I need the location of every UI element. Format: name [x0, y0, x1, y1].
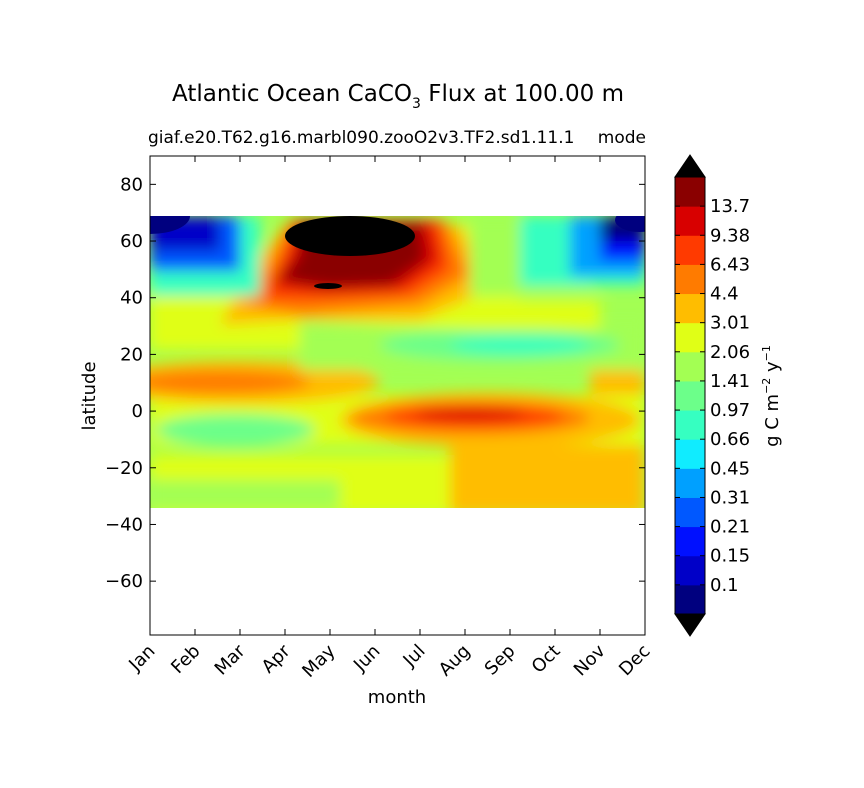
colorbar-segment: [675, 380, 705, 411]
colorbar-segment: [675, 468, 705, 498]
y-axis-label: latitude: [79, 361, 100, 430]
colorbar-segment: [675, 235, 705, 265]
x-tick-label: Jan: [124, 641, 159, 676]
colorbar-segment: [675, 584, 705, 615]
x-tick-label: Sep: [481, 641, 520, 680]
chart-title: Atlantic Ocean CaCO3 Flux at 100.00 m: [172, 81, 624, 112]
colorbar-segment: [675, 177, 705, 207]
colorbar-segment: [675, 555, 705, 586]
chart-subtitle-right: mode: [598, 128, 646, 148]
colorbar-tick-label: 2.06: [710, 342, 750, 363]
x-tick-label: Nov: [570, 640, 610, 680]
colorbar-segment: [675, 264, 705, 295]
x-tick-label: Dec: [615, 641, 654, 680]
x-tick-label: Jun: [349, 641, 384, 676]
colorbar-segment: [675, 410, 705, 440]
x-tick-label: May: [298, 640, 339, 681]
x-tick-label: Aug: [435, 641, 475, 681]
colorbar-segment: [675, 322, 705, 353]
y-tick-label: −20: [105, 458, 143, 479]
x-tick-label: Feb: [167, 641, 204, 678]
colorbar-tick-label: 0.15: [710, 546, 750, 567]
colorbar-tick-label: 4.4: [710, 284, 739, 305]
x-axis-label: month: [368, 687, 426, 708]
y-axis-ticks: 80 60 40 20 0 −20 −40 −60: [105, 174, 645, 592]
y-tick-label: −40: [105, 514, 143, 535]
colorbar-tick-label: 9.38: [710, 225, 750, 246]
colorbar-tick-label: 1.41: [710, 371, 750, 392]
colorbar-segment: [675, 293, 705, 324]
colorbar-segment: [675, 439, 705, 469]
colorbar-tick-label: 13.7: [710, 196, 750, 217]
colorbar-label: g C m−2 y−1: [760, 345, 783, 447]
y-tick-label: 20: [120, 344, 143, 365]
colorbar-segment: [675, 206, 705, 236]
colorbar-extend-over: [674, 154, 706, 178]
y-tick-label: 80: [120, 174, 143, 195]
plot-frame: [149, 155, 646, 636]
y-tick-label: 0: [132, 401, 143, 422]
chart-subtitle-left: giaf.e20.T62.g16.marbl090.zooO2v3.TF2.sd…: [148, 128, 574, 148]
heatmap-field: [150, 216, 645, 508]
colorbar-segment: [675, 497, 705, 528]
x-tick-label: Mar: [211, 640, 250, 679]
x-tick-label: Apr: [258, 640, 295, 677]
colorbar-tick-label: 0.45: [710, 458, 750, 479]
colorbar: 0.1 0.15 0.21 0.31 0.45 0.66 0.97 1.41 2.06 3.01 4…: [674, 154, 750, 637]
colorbar-tick-label: 0.66: [710, 429, 750, 450]
x-tick-label: Oct: [528, 641, 565, 678]
colorbar-frame: [674, 176, 706, 615]
y-tick-label: −60: [105, 571, 143, 592]
x-tick-label: Jul: [399, 641, 430, 672]
colorbar-segment: [675, 351, 705, 382]
colorbar-segment: [675, 526, 705, 557]
colorbar-tick-label: 0.1: [710, 575, 739, 596]
colorbar-extend-under: [674, 613, 706, 637]
colorbar-tick-label: 6.43: [710, 254, 750, 275]
y-tick-label: 40: [120, 288, 143, 309]
colorbar-tick-label: 0.31: [710, 487, 750, 508]
y-tick-label: 60: [120, 231, 143, 252]
colorbar-tick-label: 3.01: [710, 313, 750, 334]
colorbar-tick-label: 0.21: [710, 517, 750, 538]
colorbar-tick-label: 0.97: [710, 400, 750, 421]
